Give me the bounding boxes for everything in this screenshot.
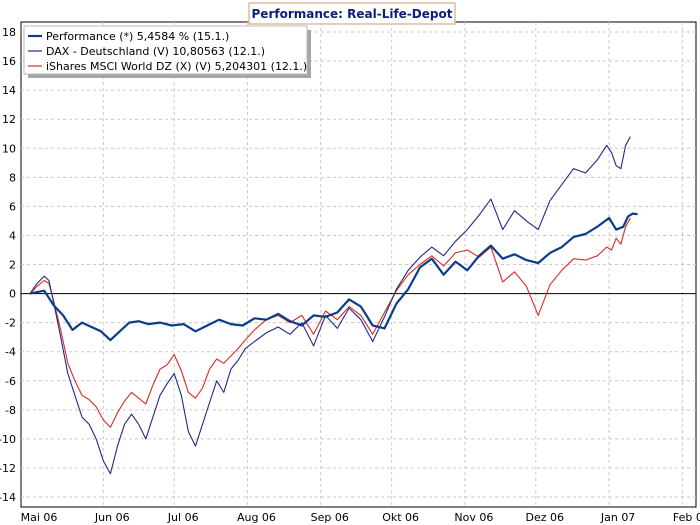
legend-label-performance: Performance (*) 5,4584 % (15.1.)	[46, 30, 229, 43]
y-tick-label: -4	[5, 346, 16, 359]
x-tick-label: Jun 06	[94, 511, 130, 524]
y-tick-label: 12	[2, 113, 16, 126]
series-lines	[29, 136, 638, 475]
y-tick-label: -10	[0, 433, 16, 446]
axes: 18 16 14 12 10 8 6 4 2 0 -2 -4 -6 -8 -10 -12 -14 Mai 06 Ju…	[0, 26, 700, 524]
y-tick-label: 2	[9, 259, 16, 272]
x-tick-label: Dez 06	[526, 511, 565, 524]
y-tick-label: -14	[0, 491, 16, 504]
x-tick-label: Feb 07	[673, 511, 700, 524]
y-tick-label: 16	[2, 55, 16, 68]
legend-label-dax: DAX - Deutschland (V) 10,80563 (12.1.)	[46, 45, 265, 58]
x-tick-label: Mai 06	[21, 511, 58, 524]
x-tick-label: Jan 07	[600, 511, 635, 524]
y-tick-label: -8	[5, 404, 16, 417]
y-tick-label: -12	[0, 462, 16, 475]
y-tick-label: -6	[5, 375, 16, 388]
x-tick-label: Okt 06	[382, 511, 419, 524]
series-line-dax	[29, 136, 631, 475]
y-tick-label: -2	[5, 317, 16, 330]
series-line-performance	[29, 212, 638, 342]
y-tick-label: 6	[9, 200, 16, 213]
x-tick-label: Sep 06	[311, 511, 349, 524]
grid-lines	[21, 22, 696, 507]
y-tick-label: 4	[9, 229, 16, 242]
legend: Performance (*) 5,4584 % (15.1.) DAX - D…	[23, 25, 311, 78]
y-tick-label: 10	[2, 142, 16, 155]
x-tick-label: Nov 06	[454, 511, 493, 524]
y-tick-label: 14	[2, 84, 16, 97]
x-tick-label: Aug 06	[237, 511, 276, 524]
chart-title: Performance: Real-Life-Depot	[252, 7, 453, 21]
y-tick-label: 18	[2, 26, 16, 39]
y-tick-label: 0	[9, 288, 16, 301]
y-tick-label: 8	[9, 171, 16, 184]
legend-label-ishares: iShares MSCI World DZ (X) (V) 5,204301 (…	[46, 60, 307, 73]
chart-title-box: Performance: Real-Life-Depot	[248, 2, 456, 25]
x-tick-label: Jul 06	[167, 511, 199, 524]
